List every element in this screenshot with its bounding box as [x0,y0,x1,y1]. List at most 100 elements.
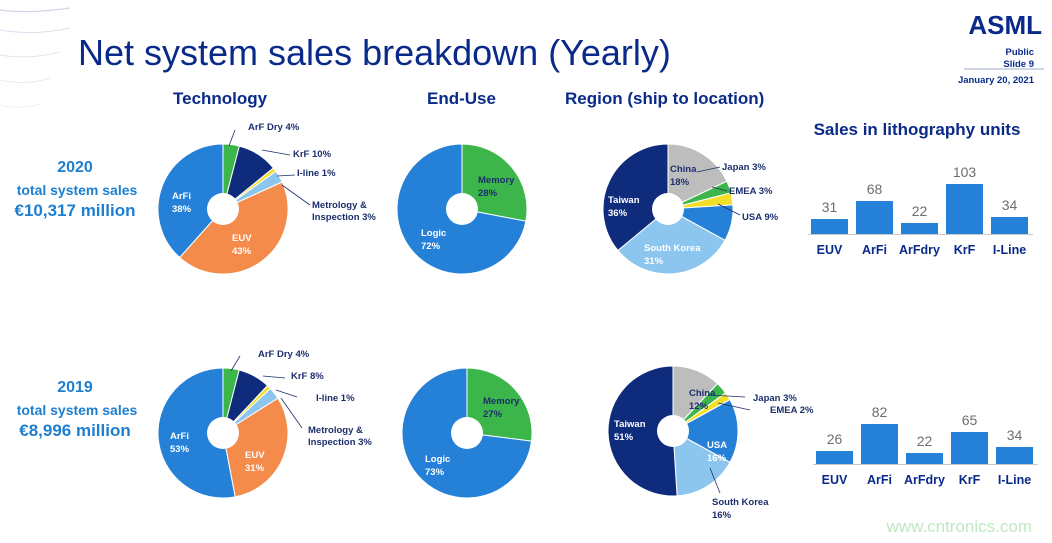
bar-category-label: ArFi [867,473,892,487]
total-sales-value-2020: €10,317 million [14,201,136,220]
bar-category-label: I-Line [997,473,1032,487]
divider [964,68,1044,70]
label-memory-2019-a: Memory [483,396,520,407]
label-euv-2019-b: 31% [245,463,265,474]
bar-category-label: ArFdry [899,243,940,257]
label-japan-2020: Japan 3% [722,162,766,173]
label-south-korea-2019-a: South Korea [712,497,769,508]
bar-i-line [996,447,1033,464]
bar-category-label: ArFi [862,243,887,257]
label-arf-dry-2020: ArF Dry 4% [248,122,300,133]
pie-slice-taiwan [607,365,678,497]
label-china-2020-a: China [670,164,697,175]
pie-slice-taiwan [602,143,669,252]
total-sales-label-2019: total system sales [16,402,138,418]
pie-center-hole [657,415,689,447]
units-bar-chart-2019: 26 EUV 82 ArFi 22 ArFdry 65 KrF 34 I-Line [813,390,1039,490]
label-krf-2019: KrF 8% [291,371,324,382]
label-taiwan-2020-a: Taiwan [608,195,640,206]
pie-slice-south-korea [617,208,726,275]
bar-krf [946,184,983,234]
pie-center-hole [652,193,684,225]
bar-category-label: KrF [958,473,981,487]
label-south-korea-2019-b: 16% [712,510,732,521]
label-taiwan-2019-b: 51% [614,432,634,443]
label-arfi-2020-a: ArFi [172,191,191,202]
end-use-pie-2019 [401,367,533,499]
label-china-2019-b: 12% [689,401,709,412]
label-china-2019-a: China [689,388,716,399]
label-arfi-2020-b: 38% [172,204,192,215]
label-emea-2019: EMEA 2% [770,405,814,416]
bar-euv [811,219,848,234]
bar-category-label: KrF [953,243,976,257]
pie-slice-usa [671,399,739,463]
technology-pie-2019 [157,367,289,499]
bar-value-label: 34 [1006,427,1023,443]
label-iline-2020: I-line 1% [297,168,336,179]
slide-date: January 20, 2021 [957,75,1034,86]
label-logic-2019-a: Logic [425,454,451,465]
label-usa-2019-b: 16% [707,453,727,464]
bar-value-label: 26 [826,431,843,447]
bar-axis [808,234,1033,235]
pie-slice-arfi [157,367,236,499]
technology-header: Technology [173,89,268,108]
label-south-korea-2020-b: 31% [644,256,664,267]
asml-logo: ASML [968,10,1042,40]
pie-slice-euv [222,397,289,498]
bar-arfdry [901,223,938,234]
bar-category-label: ArFdry [904,473,945,487]
label-arfi-2019-a: ArFi [170,431,189,442]
region-pie-2020 [602,143,734,275]
label-iline-2019: I-line 1% [316,393,355,404]
bar-value-label: 22 [916,433,933,449]
label-arfi-2019-b: 53% [170,444,190,455]
bar-value-label: 34 [1001,197,1018,213]
bar-value-label: 68 [866,181,883,197]
label-euv-2019-a: EUV [245,450,265,461]
bar-category-label: EUV [821,473,848,487]
units-header: Sales in lithography units [813,120,1021,139]
label-south-korea-2020-a: South Korea [644,243,701,254]
bar-arfi [856,201,893,234]
label-metrology-2019-b: Inspection 3% [308,437,372,448]
bar-value-label: 103 [952,164,977,180]
label-arf-dry-2019: ArF Dry 4% [258,349,310,360]
label-japan-2019: Japan 3% [753,393,797,404]
bar-value-label: 22 [911,203,928,219]
bar-value-label: 31 [821,199,838,215]
pie-slice-arfi [157,143,224,259]
bar-arfdry [906,453,943,464]
pie-slice-euv [178,181,289,275]
bar-i-line [991,217,1028,234]
label-logic-2020-a: Logic [421,228,447,239]
label-logic-2020-b: 72% [421,241,441,252]
total-sales-label-2020: total system sales [16,182,138,198]
region-header: Region (ship to location) [565,89,765,108]
pie-slice-china [667,143,728,210]
end-use-pie-2020 [396,143,528,275]
label-memory-2019-b: 27% [483,409,503,420]
label-taiwan-2019-a: Taiwan [614,419,646,430]
pie-slice-south-korea [672,430,731,497]
total-sales-value-2019: €8,996 million [19,421,131,440]
bar-category-label: I-Line [992,243,1027,257]
label-emea-2020: EMEA 3% [729,186,773,197]
year-label-2020: 2020 [57,159,93,176]
bar-krf [951,432,988,464]
classification-label: Public [1005,47,1034,58]
bar-value-label: 65 [961,412,978,428]
label-metrology-2019-a: Metrology & [308,425,363,436]
pie-center-hole [207,193,239,225]
bar-euv [816,451,853,464]
bar-arfi [861,424,898,464]
region-pie-2019 [607,365,739,497]
label-memory-2020-a: Memory [478,175,515,186]
pie-slice-memory [461,143,528,222]
slide-number: Slide 9 [1003,59,1034,70]
pie-center-hole [451,417,483,449]
label-memory-2020-b: 28% [478,188,498,199]
units-bar-chart-2020: 31 EUV 68 ArFi 22 ArFdry 103 KrF 34 I-Line [808,160,1034,260]
